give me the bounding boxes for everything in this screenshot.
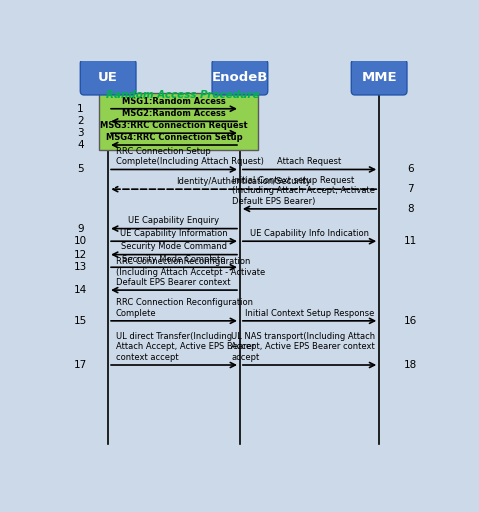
Text: Identity/Authentication/Security: Identity/Authentication/Security — [176, 177, 311, 186]
Text: 17: 17 — [74, 360, 87, 370]
FancyBboxPatch shape — [351, 59, 407, 95]
Text: Initial Context Setup Response: Initial Context Setup Response — [245, 309, 374, 317]
Text: MSG2:Random Access: MSG2:Random Access — [122, 109, 226, 118]
Text: 6: 6 — [407, 164, 414, 175]
Text: 18: 18 — [404, 360, 417, 370]
Text: 2: 2 — [77, 116, 84, 126]
Text: 16: 16 — [404, 316, 417, 326]
Text: 5: 5 — [77, 164, 84, 175]
Text: UL direct Transfer(Including
Attach Accept, Active EPS Bearer
context accept: UL direct Transfer(Including Attach Acce… — [115, 332, 255, 362]
Text: MME: MME — [361, 71, 397, 83]
Text: 7: 7 — [407, 184, 414, 194]
Text: UE Capability Info Indication: UE Capability Info Indication — [250, 229, 369, 238]
Text: MSG4:RRC Connection Setup: MSG4:RRC Connection Setup — [106, 133, 242, 142]
Text: 13: 13 — [74, 262, 87, 272]
FancyBboxPatch shape — [212, 59, 268, 95]
Text: UL NAS transport(Including Attach
Accept, Active EPS Bearer context
accept: UL NAS transport(Including Attach Accept… — [231, 332, 376, 362]
Text: 14: 14 — [74, 285, 87, 295]
Text: 8: 8 — [407, 204, 414, 214]
Text: UE Capability Information: UE Capability Information — [120, 229, 228, 238]
Text: 10: 10 — [74, 236, 87, 246]
Text: 11: 11 — [404, 236, 417, 246]
Text: 4: 4 — [77, 140, 84, 150]
Text: RRC ConnectionReconfiguration
(Including Attach Accetpt - Activate
Default EPS B: RRC ConnectionReconfiguration (Including… — [115, 257, 265, 287]
Text: 1: 1 — [77, 104, 84, 114]
Text: Initial Context setup Request
(Including Attach Accept, Activate
Default EPS Bea: Initial Context setup Request (Including… — [232, 176, 376, 206]
Text: Random Access Procedure: Random Access Procedure — [106, 90, 260, 99]
Text: UE Capability Enquiry: UE Capability Enquiry — [128, 217, 219, 225]
Text: UE: UE — [98, 71, 118, 83]
Text: Security Mode Command: Security Mode Command — [121, 243, 227, 251]
Text: MSG3:RRC Connection Request: MSG3:RRC Connection Request — [100, 121, 248, 130]
Text: RRC Connection Setup
Complete(Including Attach Rquest): RRC Connection Setup Complete(Including … — [115, 147, 263, 166]
Text: Security Mode Complete: Security Mode Complete — [122, 255, 226, 264]
Text: RRC Connection Reconfiguration
Complete: RRC Connection Reconfiguration Complete — [115, 298, 252, 317]
Text: MSG1:Random Access: MSG1:Random Access — [122, 97, 226, 105]
Text: Attach Request: Attach Request — [277, 157, 342, 166]
Text: EnodeB: EnodeB — [212, 71, 268, 83]
FancyBboxPatch shape — [80, 59, 136, 95]
Text: 12: 12 — [74, 250, 87, 260]
FancyBboxPatch shape — [99, 93, 259, 150]
Text: 3: 3 — [77, 128, 84, 138]
Text: 9: 9 — [77, 224, 84, 233]
Text: 15: 15 — [74, 316, 87, 326]
